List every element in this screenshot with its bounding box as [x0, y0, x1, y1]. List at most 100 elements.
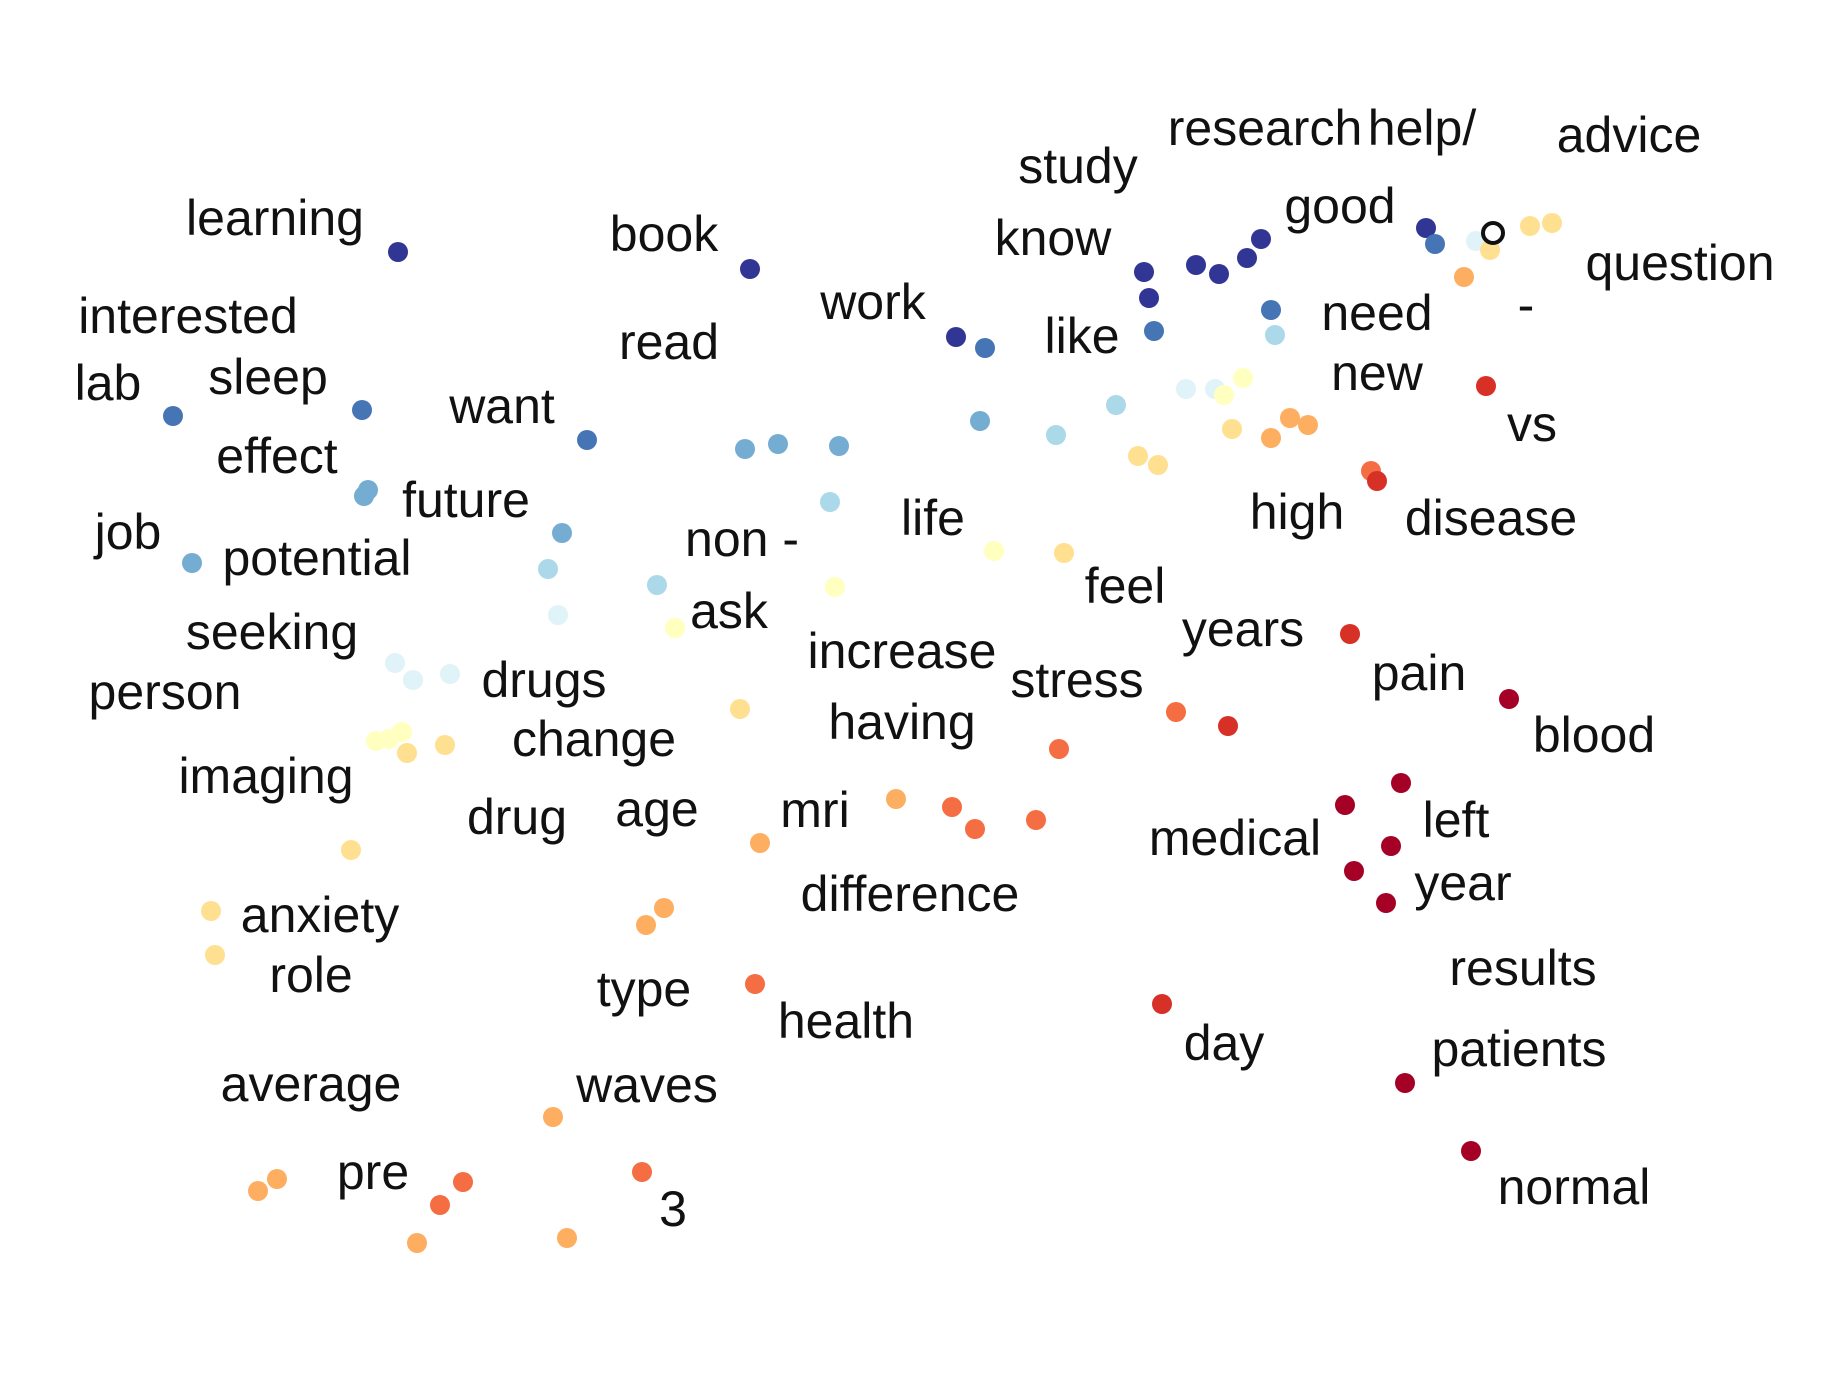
- scatter-point-30: [647, 575, 667, 595]
- word-label-4: help/: [1368, 100, 1477, 156]
- scatter-point-83: [1367, 471, 1387, 491]
- scatter-point-67: [1026, 810, 1046, 830]
- scatter-point-15: [975, 338, 995, 358]
- word-label-34: drugs: [481, 652, 606, 708]
- word-label-20: effect: [216, 428, 337, 484]
- word-label-14: like: [1044, 308, 1119, 364]
- word-label-45: medical: [1149, 810, 1321, 866]
- word-label-25: job: [93, 504, 162, 560]
- scatter-point-93: [1395, 1073, 1415, 1093]
- scatter-point-1: [740, 259, 760, 279]
- scatter-point-32: [1176, 379, 1196, 399]
- word-label-48: anxiety: [241, 887, 399, 943]
- scatter-point-42: [984, 541, 1004, 561]
- scatter-point-81: [1218, 716, 1238, 736]
- word-label-44: left: [1423, 792, 1490, 848]
- scatter-point-23: [735, 439, 755, 459]
- scatter-point-14: [946, 327, 966, 347]
- scatter-point-50: [1148, 455, 1168, 475]
- word-label-26: non -: [685, 511, 799, 567]
- word-label-53: day: [1184, 1015, 1265, 1071]
- scatter-point-79: [267, 1169, 287, 1189]
- word-label-21: future: [402, 472, 530, 528]
- scatter-point-62: [1298, 415, 1318, 435]
- labels-layer: learning book study research help/advice good…: [75, 100, 1775, 1237]
- word-label-57: pre: [337, 1144, 409, 1200]
- scatter-point-70: [636, 915, 656, 935]
- word-label-32: increase: [808, 623, 997, 679]
- word-label-5: advice: [1557, 107, 1702, 163]
- scatter-point-0: [388, 242, 408, 262]
- scatter-point-37: [385, 653, 405, 673]
- scatter-point-71: [745, 974, 765, 994]
- word-label-8: question: [1585, 235, 1774, 291]
- word-label-47: difference: [801, 866, 1020, 922]
- scatter-point-80: [1166, 702, 1186, 722]
- word-label-38: blood: [1533, 707, 1655, 763]
- word-label-54: patients: [1431, 1021, 1606, 1077]
- scatter-point-10: [1416, 218, 1436, 238]
- word-label-41: mri: [780, 782, 849, 838]
- scatter-point-46: [397, 743, 417, 763]
- scatter-point-52: [1520, 216, 1540, 236]
- scatter-point-2: [163, 406, 183, 426]
- scatter-point-21: [552, 523, 572, 543]
- scatter-point-59: [205, 945, 225, 965]
- word-label-27: potential: [222, 530, 411, 586]
- scatter-point-57: [341, 840, 361, 860]
- word-label-15: lab: [75, 355, 142, 411]
- scatter-point-38: [403, 670, 423, 690]
- word-label-2: study: [1018, 138, 1138, 194]
- ring-marker-0: [1481, 221, 1505, 245]
- scatter-point-68: [1049, 739, 1069, 759]
- scatter-point-77: [407, 1233, 427, 1253]
- word-label-18: want: [448, 378, 555, 434]
- scatter-point-63: [750, 833, 770, 853]
- word-label-33: stress: [1010, 652, 1143, 708]
- scatter-point-28: [1106, 395, 1126, 415]
- scatter-point-88: [1391, 773, 1411, 793]
- scatter-point-17: [1265, 325, 1285, 345]
- word-label-16: sleep: [208, 349, 328, 405]
- scatter-point-47: [435, 735, 455, 755]
- word-label-23: disease: [1405, 490, 1577, 546]
- scatter-point-40: [665, 618, 685, 638]
- word-label-19: vs: [1507, 396, 1557, 452]
- word-label-46: year: [1414, 855, 1511, 911]
- scatter-point-8: [1237, 248, 1257, 268]
- scatter-point-5: [1134, 262, 1154, 282]
- scatter-point-19: [354, 486, 374, 506]
- word-label-0: learning: [186, 190, 364, 246]
- scatter-point-41: [825, 577, 845, 597]
- word-label-6: good: [1284, 178, 1395, 234]
- scatter-point-7: [1209, 264, 1229, 284]
- word-label-29: ask: [690, 583, 769, 639]
- scatter-point-45: [392, 722, 412, 742]
- scatter-point-86: [1499, 689, 1519, 709]
- word-label-49: results: [1449, 940, 1596, 996]
- scatter-point-92: [1152, 994, 1172, 1014]
- word-label-17: new: [1331, 345, 1424, 401]
- scatter-point-31: [548, 605, 568, 625]
- word-label-22: high: [1250, 484, 1345, 540]
- scatter-point-72: [543, 1107, 563, 1127]
- scatter-point-84: [1476, 376, 1496, 396]
- scatter-point-55: [1454, 267, 1474, 287]
- word-label-35: pain: [1372, 645, 1467, 701]
- word-label-9: interested: [78, 288, 298, 344]
- scatter-point-90: [1344, 861, 1364, 881]
- scatter-point-48: [1054, 543, 1074, 563]
- scatter-point-51: [1222, 419, 1242, 439]
- scatter-point-22: [538, 559, 558, 579]
- scatter-point-35: [1233, 368, 1253, 388]
- word-label-51: type: [597, 961, 692, 1017]
- word-label-10: work: [819, 274, 927, 330]
- word-label-12: -: [1518, 277, 1535, 333]
- word-label-39: having: [828, 694, 975, 750]
- word-label-50: role: [269, 947, 352, 1003]
- scatter-point-49: [1128, 446, 1148, 466]
- scatter-point-27: [1046, 425, 1066, 445]
- scatter-point-26: [970, 411, 990, 431]
- word-label-59: 3: [659, 1181, 687, 1237]
